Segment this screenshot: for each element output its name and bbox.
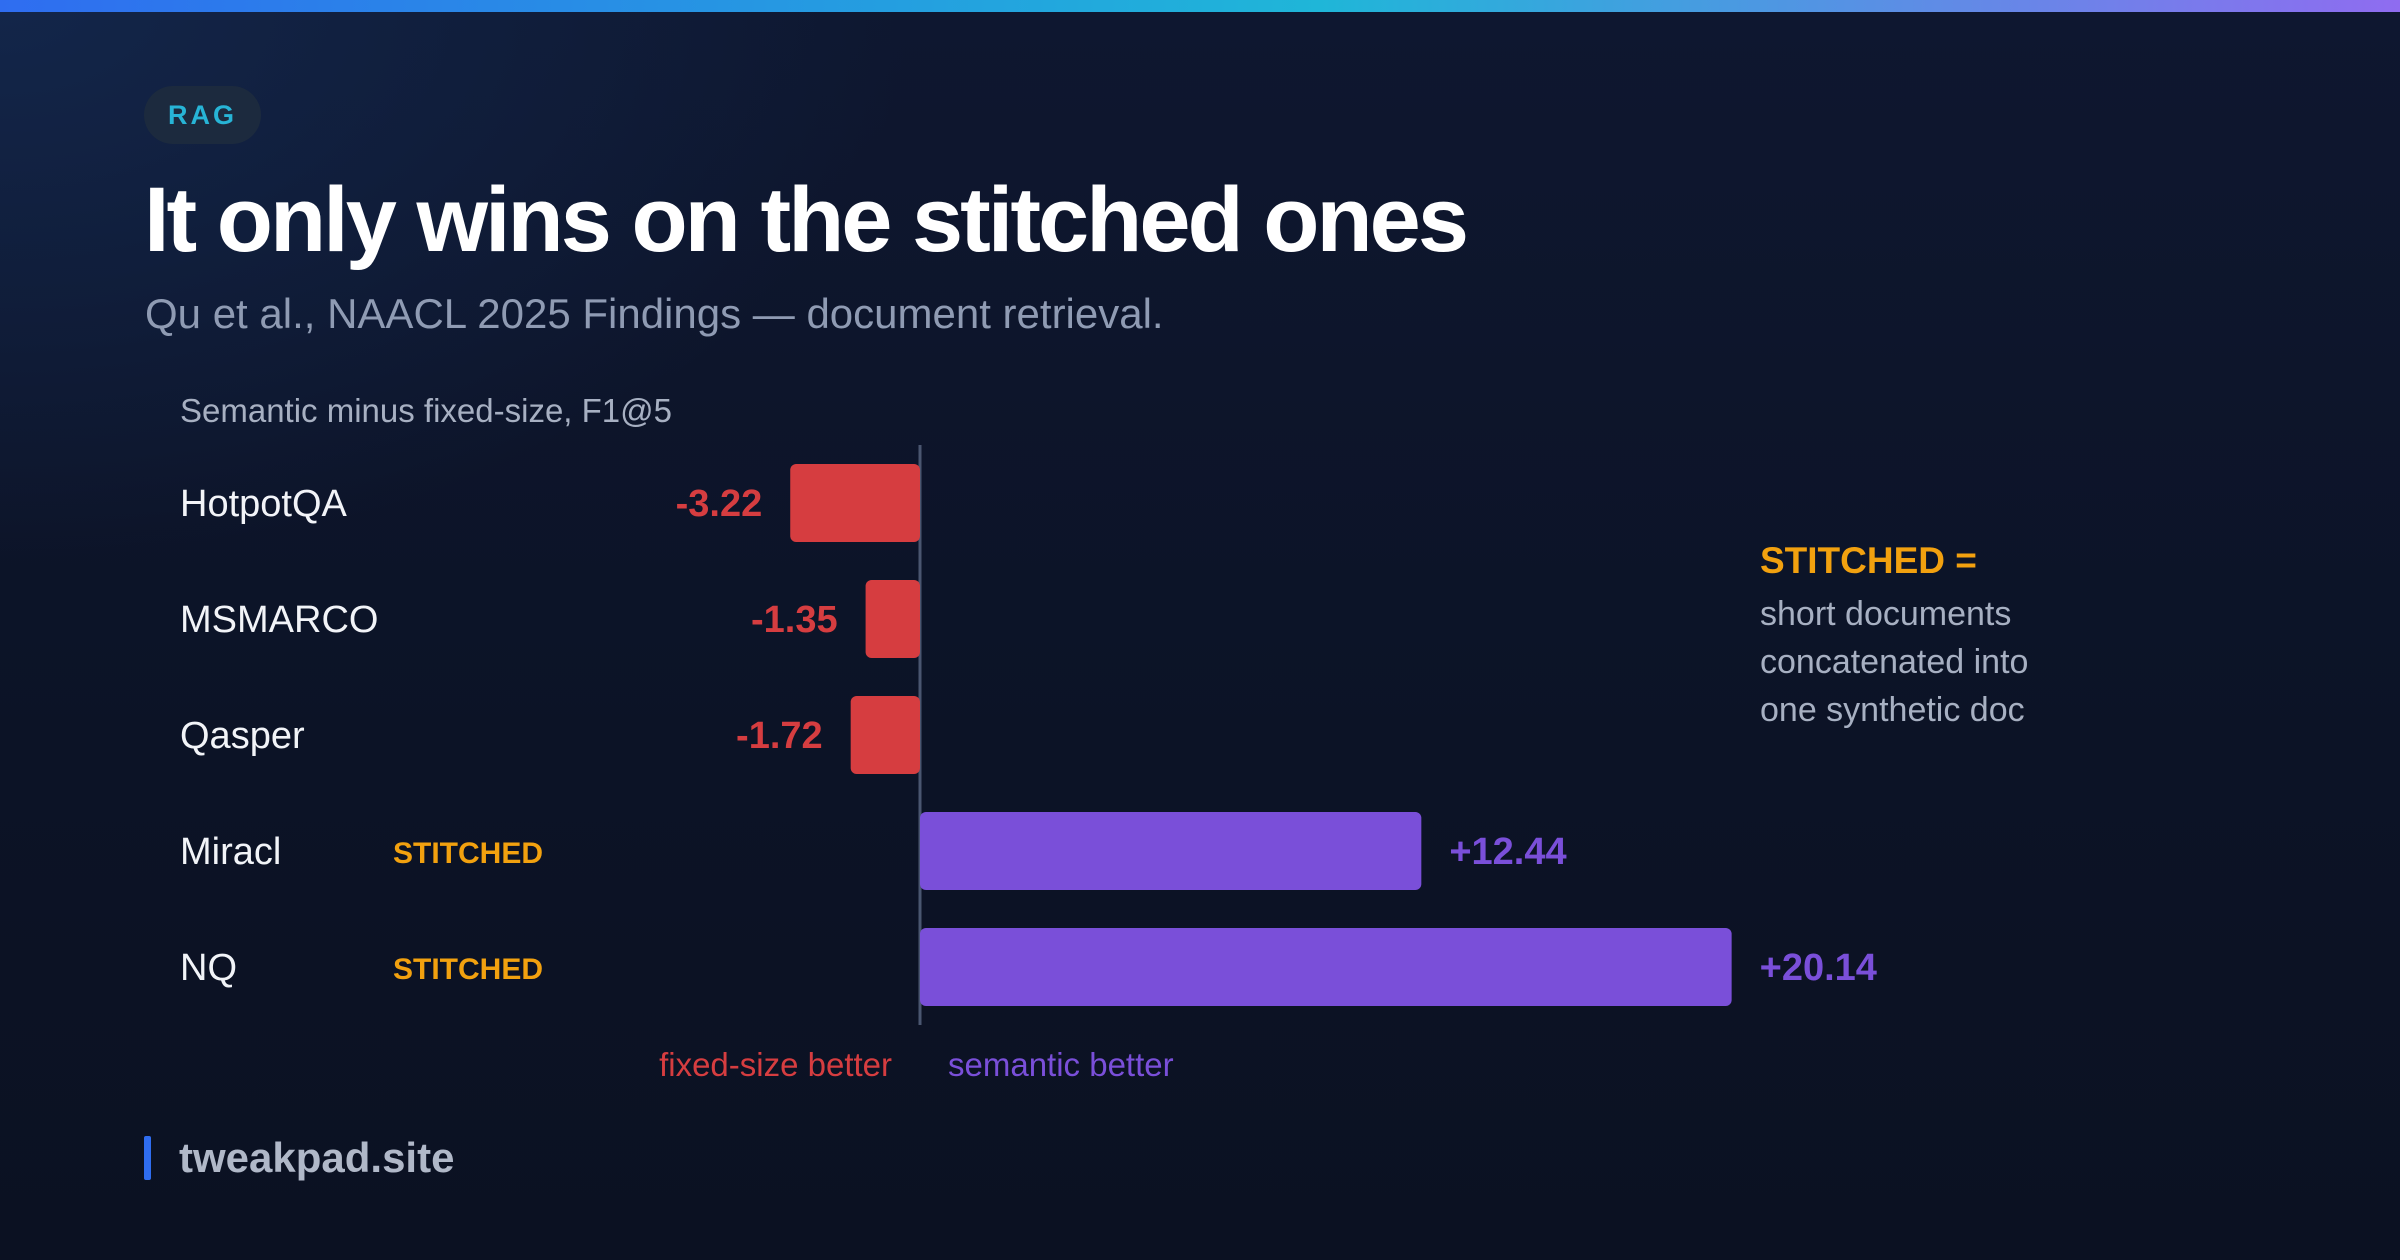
note-body: short documents concatenated into one sy…	[1760, 590, 2200, 734]
bar	[920, 928, 1732, 1006]
category-label: NQ	[180, 947, 237, 989]
topic-tag: RAG	[144, 86, 261, 144]
category-label: HotpotQA	[180, 483, 348, 525]
page-subtitle: Qu et al., NAACL 2025 Findings — documen…	[145, 290, 1164, 337]
value-label: -1.35	[751, 599, 838, 641]
value-label: +20.14	[1760, 947, 1877, 989]
note-line: short documents	[1760, 595, 2012, 633]
stitched-tag: STITCHED	[393, 837, 543, 870]
bar	[865, 580, 920, 658]
bar	[920, 812, 1422, 890]
note-line: concatenated into	[1760, 643, 2029, 681]
bar	[850, 696, 920, 774]
positive-direction-label: semantic better	[948, 1046, 1174, 1083]
top-accent-bar	[0, 0, 2400, 12]
chart-title: Semantic minus fixed-size, F1@5	[180, 392, 673, 429]
stitched-note: STITCHED = short documents concatenated …	[1760, 540, 2200, 734]
note-title: STITCHED =	[1760, 540, 1977, 581]
category-label: MSMARCO	[180, 599, 378, 641]
value-label: -1.72	[736, 715, 823, 757]
bar	[790, 464, 920, 542]
stitched-tag: STITCHED	[393, 953, 543, 986]
note-line: one synthetic doc	[1760, 691, 2025, 729]
page-title: It only wins on the stitched ones	[144, 169, 1469, 271]
negative-direction-label: fixed-size better	[659, 1046, 892, 1083]
footer-site[interactable]: tweakpad.site	[179, 1134, 455, 1181]
footer-accent	[144, 1136, 151, 1180]
value-label: +12.44	[1449, 831, 1566, 873]
footer: tweakpad.site	[144, 1134, 454, 1182]
category-label: Qasper	[180, 715, 305, 757]
category-label: Miracl	[180, 831, 281, 873]
value-label: -3.22	[676, 483, 763, 525]
